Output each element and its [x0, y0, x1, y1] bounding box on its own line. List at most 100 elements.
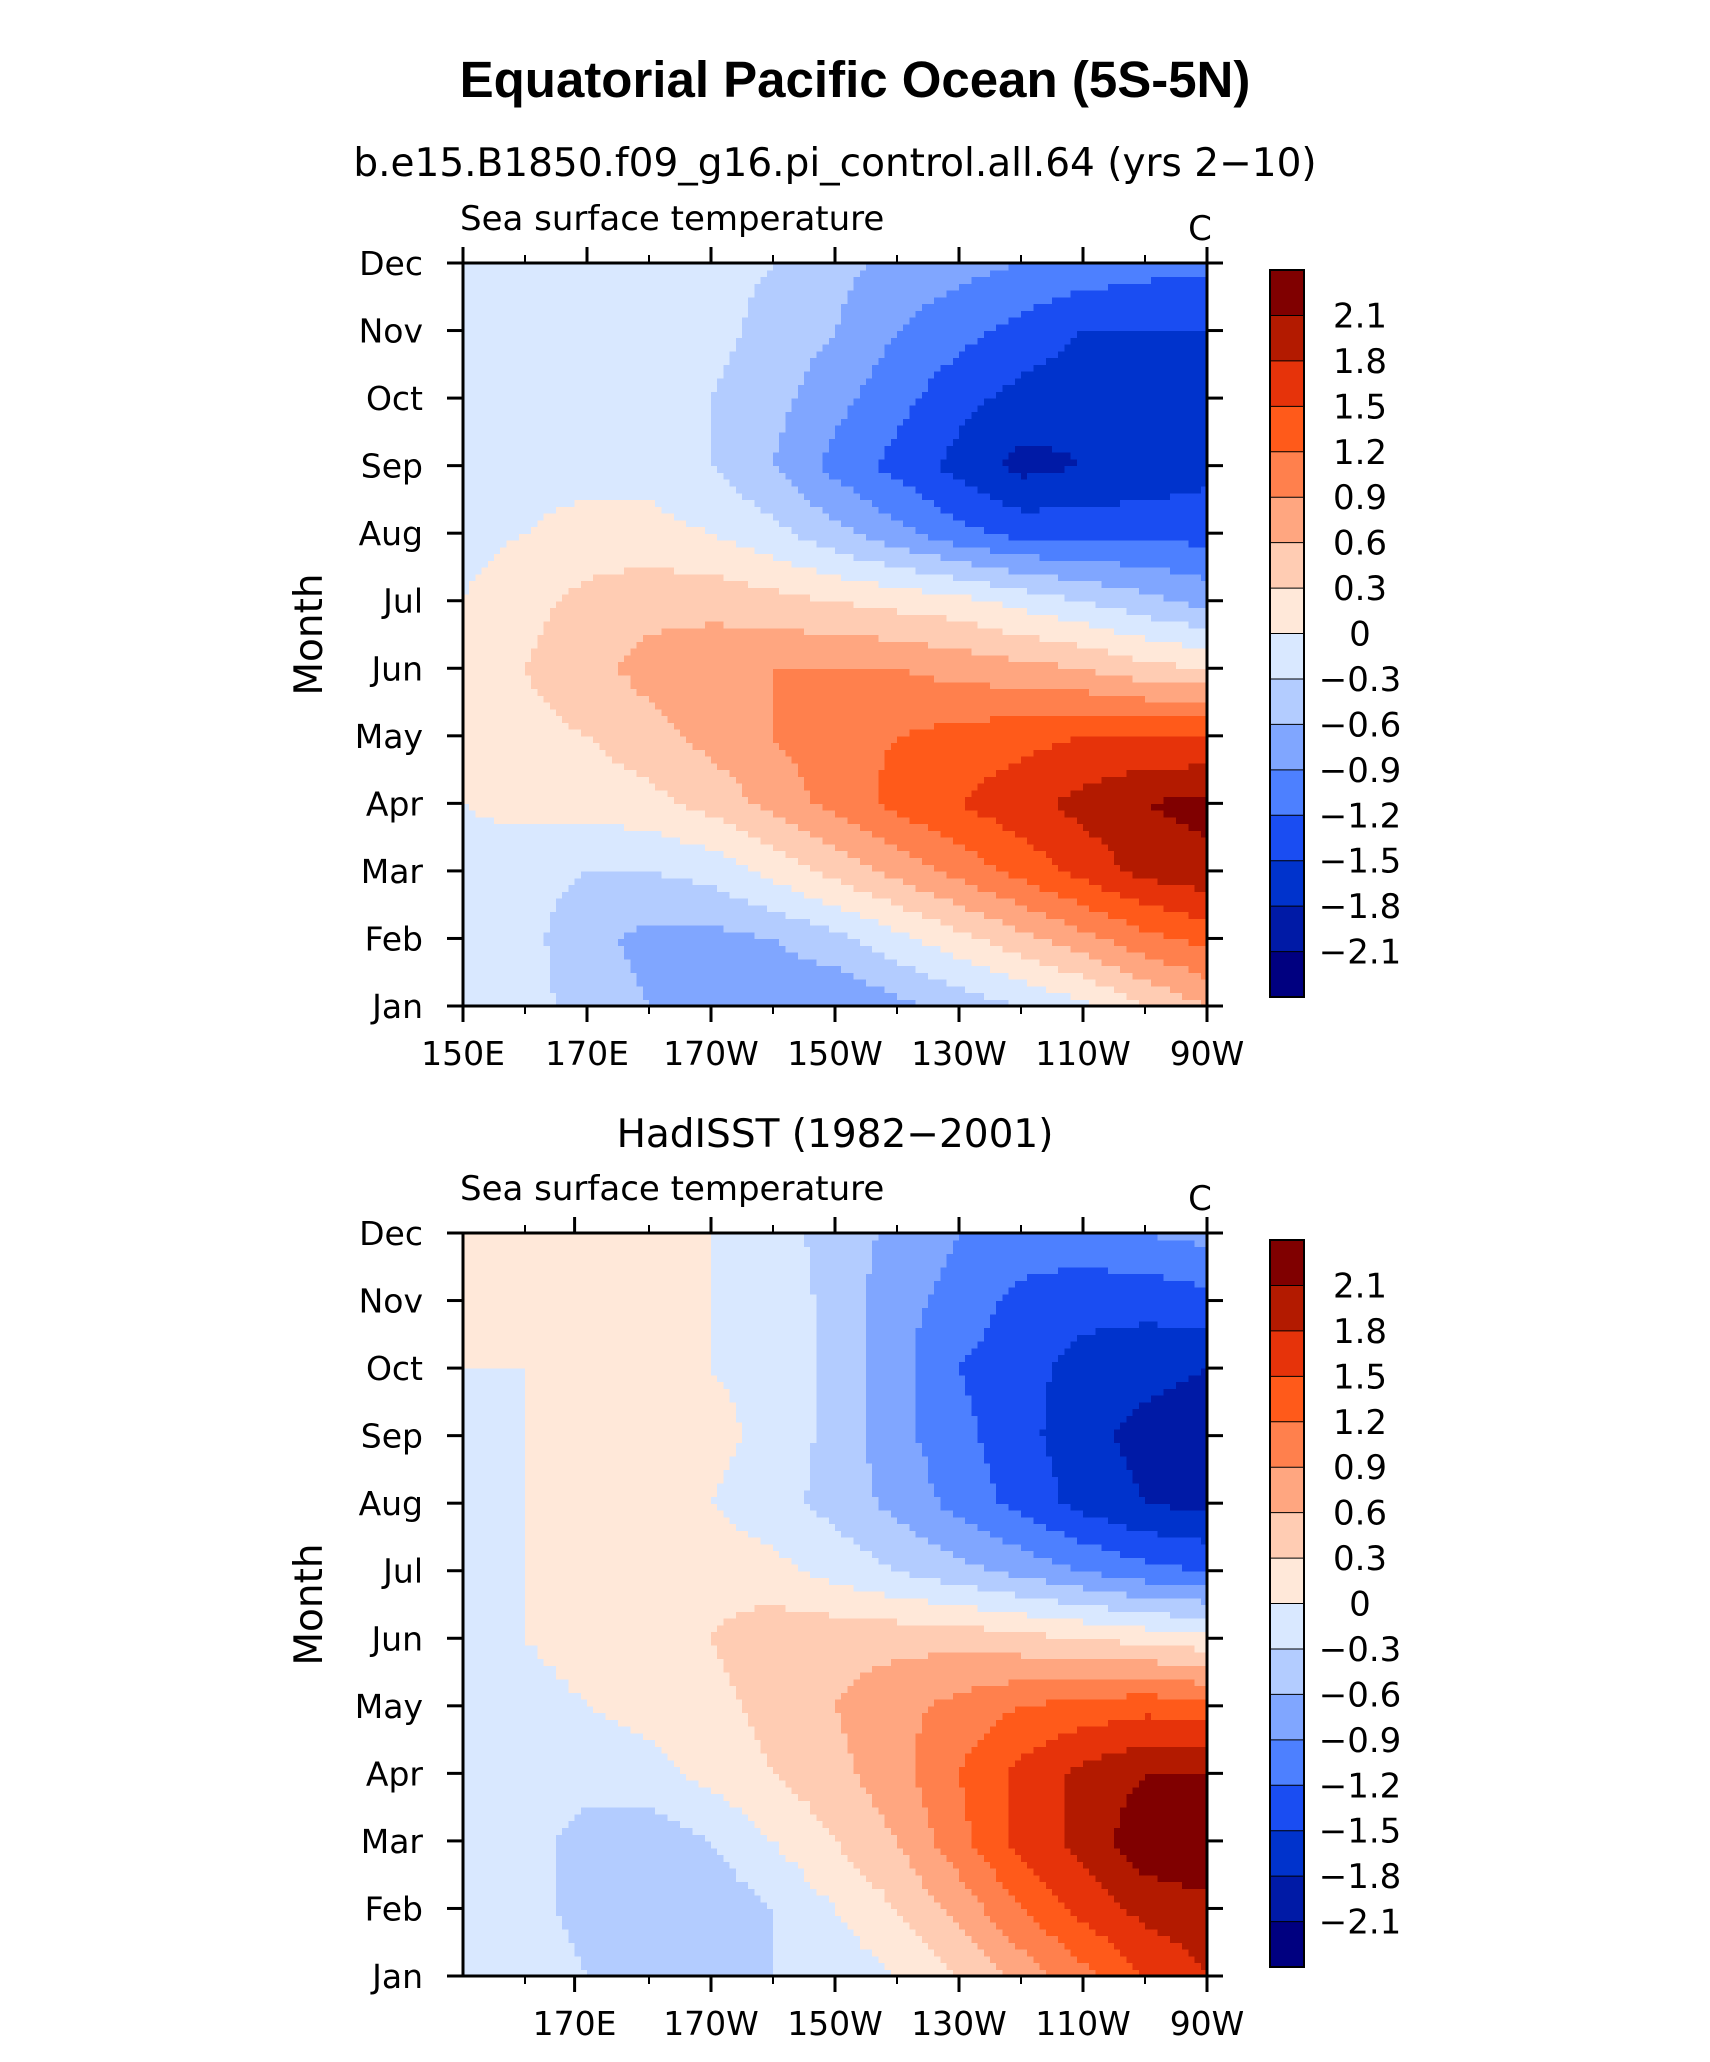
heatmap-cell — [661, 641, 668, 648]
heatmap-cell — [606, 770, 613, 777]
heatmap-cell — [562, 391, 569, 398]
heatmap-cell — [680, 986, 687, 993]
heatmap-cell — [606, 371, 613, 378]
heatmap-cell — [643, 466, 650, 473]
heatmap-cell — [655, 290, 662, 297]
heatmap-cell — [730, 770, 737, 777]
heatmap-cell — [655, 567, 662, 574]
heatmap-cell — [637, 277, 644, 284]
heatmap-cell — [711, 635, 718, 642]
heatmap-cell — [717, 331, 724, 338]
heatmap-cell — [686, 601, 693, 608]
heatmap-cell — [618, 695, 625, 702]
heatmap-cell — [513, 479, 520, 486]
heatmap-cell — [575, 418, 582, 425]
heatmap-cell — [482, 736, 489, 743]
heatmap-cell — [699, 668, 706, 675]
heatmap-cell — [599, 830, 606, 837]
heatmap-cell — [537, 621, 544, 628]
heatmap-cell — [562, 560, 569, 567]
heatmap-cell — [630, 499, 637, 506]
heatmap-cell — [705, 871, 712, 878]
heatmap-cell — [556, 351, 563, 358]
heatmap-cell — [624, 722, 631, 729]
heatmap-cell — [544, 567, 551, 574]
heatmap-cell — [730, 560, 737, 567]
heatmap-cell — [581, 878, 588, 885]
heatmap-cell — [575, 878, 582, 885]
heatmap-cell — [649, 607, 656, 614]
heatmap-cell — [643, 621, 650, 628]
heatmap-cell — [674, 418, 681, 425]
heatmap-cell — [506, 830, 513, 837]
heatmap-cell — [606, 851, 613, 858]
heatmap-cell — [469, 358, 476, 365]
heatmap-cell — [482, 277, 489, 284]
heatmap-cell — [593, 439, 600, 446]
heatmap-cell — [581, 540, 588, 547]
heatmap-cell — [525, 682, 532, 689]
heatmap-cell — [537, 445, 544, 452]
heatmap-cell — [568, 736, 575, 743]
heatmap-cell — [599, 621, 606, 628]
heatmap-cell — [717, 520, 724, 527]
heatmap-cell — [587, 432, 594, 439]
heatmap-cell — [637, 378, 644, 385]
heatmap-cell — [575, 770, 582, 777]
heatmap-cell — [630, 689, 637, 696]
heatmap-cell — [717, 324, 724, 331]
heatmap-cell — [568, 479, 575, 486]
heatmap-cell — [686, 844, 693, 851]
heatmap-cell — [525, 655, 532, 662]
heatmap-cell — [680, 844, 687, 851]
heatmap-cell — [606, 594, 613, 601]
heatmap-cell — [668, 385, 675, 392]
heatmap-cell — [736, 290, 743, 297]
heatmap-cell — [692, 304, 699, 311]
heatmap-cell — [537, 702, 544, 709]
heatmap-cell — [550, 466, 557, 473]
heatmap-cell — [730, 533, 737, 540]
heatmap-cell — [624, 702, 631, 709]
heatmap-cell — [630, 331, 637, 338]
heatmap-cell — [544, 965, 551, 972]
heatmap-cell — [661, 918, 668, 925]
heatmap-cell — [661, 952, 668, 959]
heatmap-cell — [482, 310, 489, 317]
heatmap-cell — [692, 472, 699, 479]
heatmap-cell — [469, 763, 476, 770]
heatmap-cell — [680, 277, 687, 284]
heatmap-cell — [537, 547, 544, 554]
heatmap-cell — [513, 290, 520, 297]
heatmap-cell — [630, 405, 637, 412]
heatmap-cell — [606, 972, 613, 979]
heatmap-cell — [537, 304, 544, 311]
heatmap-cell — [568, 594, 575, 601]
heatmap-cell — [655, 520, 662, 527]
heatmap-cell — [506, 770, 513, 777]
heatmap-cell — [612, 324, 619, 331]
heatmap-cell — [668, 891, 675, 898]
heatmap-cell — [568, 945, 575, 952]
heatmap-cell — [618, 628, 625, 635]
heatmap-cell — [606, 830, 613, 837]
heatmap-cell — [575, 526, 582, 533]
heatmap-cell — [550, 763, 557, 770]
heatmap-cell — [668, 304, 675, 311]
heatmap-cell — [692, 918, 699, 925]
heatmap-cell — [630, 533, 637, 540]
heatmap-cell — [544, 648, 551, 655]
heatmap-cell — [519, 344, 526, 351]
heatmap-cell — [593, 526, 600, 533]
heatmap-cell — [643, 790, 650, 797]
heatmap-cell — [624, 493, 631, 500]
heatmap-cell — [568, 864, 575, 871]
heatmap-cell — [717, 918, 724, 925]
heatmap-cell — [500, 553, 507, 560]
heatmap-cell — [562, 959, 569, 966]
heatmap-cell — [643, 499, 650, 506]
heatmap-cell — [506, 432, 513, 439]
heatmap-cell — [593, 385, 600, 392]
heatmap-cell — [562, 844, 569, 851]
heatmap-cell — [562, 304, 569, 311]
